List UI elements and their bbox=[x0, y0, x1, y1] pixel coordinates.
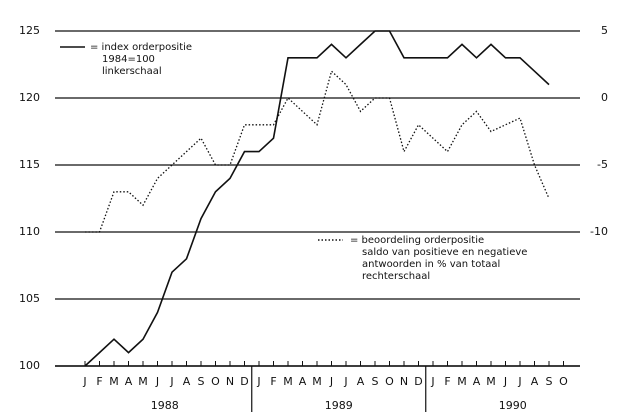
x-tick-label: S bbox=[372, 375, 379, 388]
y2-tick-label: -5 bbox=[597, 158, 608, 171]
x-tick-label: M bbox=[283, 375, 293, 388]
x-tick-label: A bbox=[531, 375, 539, 388]
x-tick-label: O bbox=[211, 375, 220, 388]
x-tick-label: J bbox=[329, 375, 333, 388]
x-tick-label: J bbox=[517, 375, 521, 388]
x-tick-label: S bbox=[546, 375, 553, 388]
x-tick-label: N bbox=[400, 375, 408, 388]
y-tick-label: 110 bbox=[19, 225, 40, 238]
x-tick-label: A bbox=[473, 375, 481, 388]
year-label: 1988 bbox=[151, 399, 179, 412]
year-label: 1989 bbox=[325, 399, 353, 412]
x-tick-label: J bbox=[169, 375, 173, 388]
x-tick-label: M bbox=[486, 375, 496, 388]
legend-description: antwoorden in % van totaal bbox=[362, 259, 500, 270]
x-tick-label: D bbox=[414, 375, 422, 388]
y-tick-label: 125 bbox=[19, 24, 40, 37]
legend-label: = index orderpositie bbox=[90, 42, 192, 53]
x-tick-label: M bbox=[312, 375, 322, 388]
x-tick-label: J bbox=[82, 375, 86, 388]
x-tick-label: J bbox=[343, 375, 347, 388]
x-tick-label: O bbox=[559, 375, 568, 388]
x-tick-label: A bbox=[183, 375, 191, 388]
x-tick-label: J bbox=[503, 375, 507, 388]
x-tick-label: M bbox=[457, 375, 467, 388]
legend-description: linkerschaal bbox=[102, 66, 162, 77]
y2-tick-label: 5 bbox=[601, 24, 608, 37]
legend-description: rechterschaal bbox=[362, 271, 430, 282]
legend-label: = beoordeling orderpositie bbox=[350, 235, 484, 246]
y-tick-label: 120 bbox=[19, 91, 40, 104]
x-tick-label: O bbox=[385, 375, 394, 388]
x-tick-label: J bbox=[256, 375, 260, 388]
legend-description: saldo van positieve en negatieve bbox=[362, 247, 527, 258]
x-tick-label: N bbox=[226, 375, 234, 388]
x-tick-label: A bbox=[125, 375, 133, 388]
x-tick-label: F bbox=[270, 375, 276, 388]
x-tick-label: J bbox=[430, 375, 434, 388]
x-tick-label: S bbox=[198, 375, 205, 388]
series-line bbox=[84, 30, 550, 367]
y2-tick-label: 0 bbox=[601, 91, 608, 104]
x-tick-label: F bbox=[96, 375, 102, 388]
x-tick-label: M bbox=[109, 375, 119, 388]
x-tick-label: D bbox=[240, 375, 248, 388]
year-label: 1990 bbox=[499, 399, 527, 412]
x-tick-label: J bbox=[155, 375, 159, 388]
y-tick-label: 100 bbox=[19, 359, 40, 372]
y2-tick-label: -10 bbox=[590, 225, 608, 238]
x-tick-label: M bbox=[138, 375, 148, 388]
series-line bbox=[85, 69, 550, 233]
x-tick-label: A bbox=[357, 375, 365, 388]
legend-description: 1984=100 bbox=[102, 54, 155, 65]
x-tick-label: A bbox=[299, 375, 307, 388]
y-tick-label: 115 bbox=[19, 158, 40, 171]
y-tick-label: 105 bbox=[19, 292, 40, 305]
x-tick-label: F bbox=[444, 375, 450, 388]
